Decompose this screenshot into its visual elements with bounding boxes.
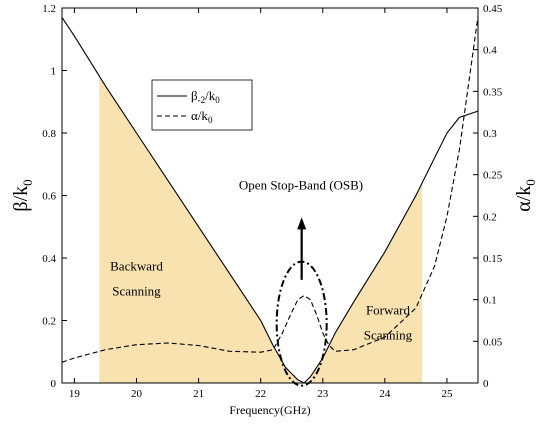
osb-arrow-head bbox=[297, 217, 307, 230]
series-alpha-line bbox=[61, 16, 479, 363]
series-beta-line bbox=[61, 17, 479, 384]
y-right-tick-label: 0.2 bbox=[483, 211, 497, 223]
x-tick-label: 22 bbox=[255, 388, 266, 400]
y-right-axis-title-main: α/k bbox=[513, 186, 535, 212]
annotation-label: Scanning bbox=[112, 284, 161, 299]
y-right-tick-label: 0.45 bbox=[483, 3, 503, 15]
legend-box bbox=[151, 79, 253, 131]
annotation-label: Forward bbox=[366, 302, 411, 317]
legend-label-1: α/k0 bbox=[191, 108, 213, 125]
legend-text-part: β bbox=[191, 88, 198, 103]
y-left-tick-label: 0 bbox=[51, 378, 57, 390]
x-tick-label: 23 bbox=[317, 388, 329, 400]
y-right-tick-label: 0.3 bbox=[483, 128, 497, 140]
y-right-tick-label: 0.05 bbox=[483, 336, 503, 348]
y-left-tick-label: 0.4 bbox=[42, 253, 56, 265]
legend-text-part: 0 bbox=[215, 95, 220, 105]
legend-text-part: 0 bbox=[208, 115, 213, 125]
x-tick-label: 25 bbox=[441, 388, 453, 400]
x-tick-label: 20 bbox=[131, 388, 143, 400]
y-left-axis-title-main: β/k bbox=[10, 186, 32, 212]
y-right-tick-label: 0.1 bbox=[483, 295, 497, 307]
y-right-tick-label: 0.15 bbox=[483, 253, 503, 265]
annotation-label: Backward bbox=[110, 259, 163, 274]
y-right-axis-title: α/k0 bbox=[513, 179, 538, 212]
shaded-region-0 bbox=[99, 76, 298, 383]
x-axis-title: Frequency(GHz) bbox=[229, 403, 310, 417]
legend-label-0: β-2/k0 bbox=[191, 88, 220, 105]
legend-text-part: -2 bbox=[198, 95, 206, 105]
x-tick-label: 19 bbox=[69, 388, 81, 400]
legend-text-part: /k bbox=[205, 88, 216, 103]
y-left-tick-label: 0.6 bbox=[42, 191, 56, 203]
annotation-label: Open Stop-Band (OSB) bbox=[239, 177, 363, 192]
x-tick-label: 21 bbox=[193, 388, 204, 400]
annotation-label: Scanning bbox=[364, 327, 413, 342]
y-right-tick-label: 0 bbox=[483, 378, 489, 390]
y-right-tick-label: 0.25 bbox=[483, 170, 503, 182]
y-right-tick-label: 0.4 bbox=[483, 45, 497, 57]
y-left-tick-label: 0.2 bbox=[42, 316, 56, 328]
y-right-axis-title-sub: 0 bbox=[523, 179, 538, 186]
y-left-axis-title: β/k0 bbox=[10, 179, 35, 211]
y-left-tick-label: 0.8 bbox=[42, 128, 56, 140]
y-left-axis-title-sub: 0 bbox=[20, 179, 35, 186]
shaded-region-1 bbox=[310, 183, 423, 383]
x-tick-label: 24 bbox=[379, 388, 391, 400]
y-left-tick-label: 1 bbox=[51, 66, 57, 78]
legend-text-part: α/k bbox=[191, 108, 208, 123]
y-right-tick-label: 0.35 bbox=[483, 86, 503, 98]
y-left-tick-label: 1.2 bbox=[42, 3, 56, 15]
